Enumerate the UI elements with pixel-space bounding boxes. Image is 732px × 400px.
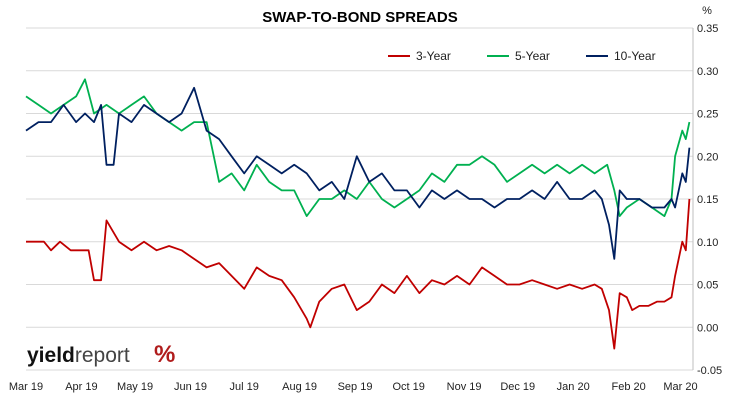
y-axis-unit-label: % <box>702 5 712 17</box>
x-tick-label: Mar 19 <box>9 381 43 393</box>
y-tick-label: 0.15 <box>697 194 718 206</box>
y-tick-label: 0.35 <box>697 23 718 35</box>
y-tick-label: 0.30 <box>697 66 718 78</box>
x-tick-label: Sep 19 <box>338 381 373 393</box>
x-axis-tick-labels: Mar 19 Apr 19 May 19 Jun 19 Jul 19 Aug 19 Sep … <box>9 381 698 393</box>
series-line-5-year <box>25 78 691 218</box>
series-line-3-year <box>26 198 691 350</box>
y-tick-label: 0.10 <box>697 237 718 249</box>
x-tick-label: Feb 20 <box>611 381 645 393</box>
series-line-10-year <box>25 86 691 260</box>
legend-label: 10-Year <box>614 49 656 63</box>
x-tick-label: May 19 <box>117 381 153 393</box>
logo-light-text: report <box>75 344 130 367</box>
x-tick-label: Jul 19 <box>229 381 258 393</box>
legend: 3-Year 5-Year 10-Year <box>388 49 656 63</box>
x-tick-label: Jun 19 <box>174 381 207 393</box>
x-tick-label: Dec 19 <box>500 381 535 393</box>
logo-percent-icon: % <box>154 341 175 368</box>
x-tick-label: Nov 19 <box>447 381 482 393</box>
legend-label: 5-Year <box>515 49 550 63</box>
y-tick-label: 0.25 <box>697 109 718 121</box>
x-tick-label: Mar 20 <box>663 381 697 393</box>
x-tick-label: Jan 20 <box>557 381 590 393</box>
chart-title: SWAP-TO-BOND SPREADS <box>262 9 458 26</box>
logo-wordmark: yieldreport <box>27 344 130 367</box>
x-tick-label: Apr 19 <box>65 381 97 393</box>
y-tick-label: 0.20 <box>697 151 718 163</box>
yieldreport-logo: yieldreport % <box>27 341 175 368</box>
y-tick-label: -0.05 <box>697 365 722 377</box>
legend-label: 3-Year <box>416 49 451 63</box>
gridlines <box>26 27 694 371</box>
y-axis-tick-labels: -0.05 0.00 0.05 0.10 0.15 0.20 0.25 0.30 0.35 <box>697 23 722 377</box>
logo-bold-text: yield <box>27 344 75 367</box>
y-tick-label: 0.00 <box>697 322 718 334</box>
series-lines <box>25 78 691 350</box>
x-tick-label: Oct 19 <box>392 381 424 393</box>
y-tick-label: 0.05 <box>697 280 718 292</box>
x-tick-label: Aug 19 <box>282 381 317 393</box>
